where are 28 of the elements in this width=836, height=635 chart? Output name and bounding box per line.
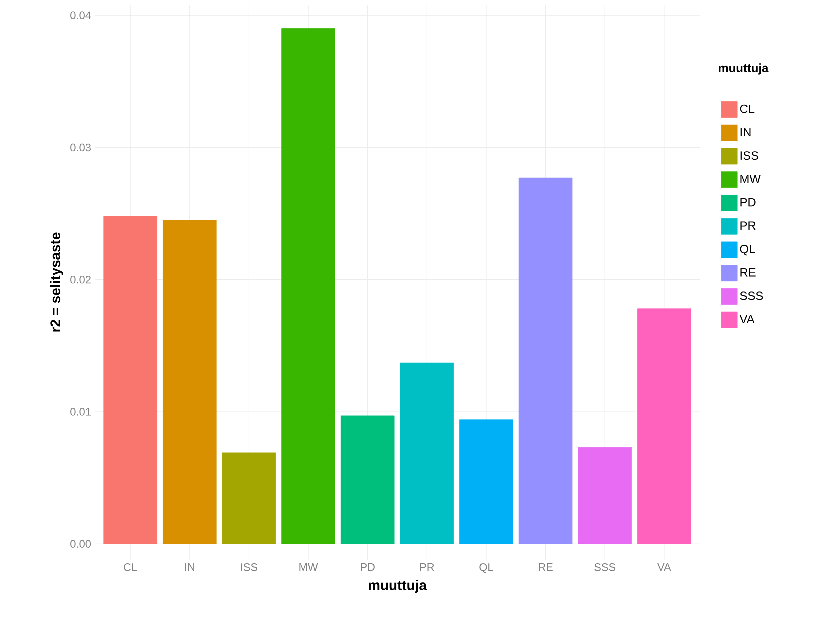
y-tick-label: 0.04 (70, 12, 92, 20)
legend-label: QL (740, 245, 756, 256)
y-axis-title: r2 = selitysaste (50, 232, 64, 332)
legend-title: muuttuja (718, 64, 769, 75)
x-tick-label: MW (300, 564, 318, 572)
x-tick-label: SSS (594, 564, 616, 572)
legend-label: PR (740, 222, 756, 230)
legend-label: IN (740, 128, 751, 136)
x-tick-label: VA (658, 564, 672, 572)
x-tick-label: IN (185, 564, 194, 572)
x-tick-label: QL (480, 564, 494, 574)
legend-label: MW (740, 175, 761, 184)
legend-label: VA (740, 315, 755, 324)
x-tick-label: PD (361, 564, 375, 572)
x-axis-title: muuttuja (368, 580, 428, 594)
legend-label: CL (740, 104, 755, 114)
legend-label: SSS (740, 292, 764, 300)
x-tick-label: CL (124, 564, 138, 572)
legend-label: PD (740, 198, 756, 207)
y-tick-label: 0.00 (70, 540, 92, 548)
x-tick-label: RE (539, 564, 553, 572)
legend-label: ISS (740, 152, 758, 160)
x-tick-label: PR (420, 564, 434, 572)
legend-label: RE (740, 268, 756, 277)
y-tick-label: 0.02 (70, 276, 91, 284)
y-tick-label: 0.01 (70, 408, 91, 416)
y-tick-label: 0.03 (70, 144, 91, 152)
x-tick-label: ISS (241, 564, 258, 572)
